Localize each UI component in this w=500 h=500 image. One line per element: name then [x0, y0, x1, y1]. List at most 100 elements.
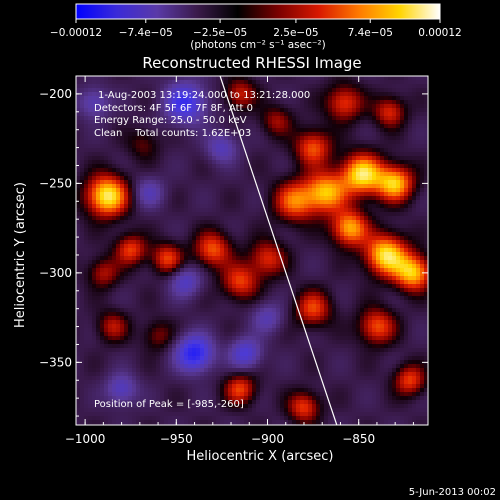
heatmap-cell-4320 — [108, 272, 112, 276]
heatmap-cell-558 — [196, 100, 200, 104]
heatmap-cell-223 — [264, 84, 268, 88]
heatmap-cell-2457 — [400, 184, 404, 188]
heatmap-cell-3504 — [364, 232, 368, 236]
heatmap-cell-90 — [84, 80, 88, 84]
heatmap-cell-2901 — [416, 204, 420, 208]
heatmap-cell-4496 — [108, 280, 112, 284]
heatmap-cell-3553 — [208, 236, 212, 240]
heatmap-cell-1891 — [248, 160, 252, 164]
heatmap-cell-1588 — [92, 148, 96, 152]
heatmap-cell-2731 — [88, 200, 92, 204]
heatmap-cell-2219 — [152, 176, 156, 180]
heatmap-cell-2129 — [144, 172, 148, 176]
heatmap-cell-2040 — [140, 168, 144, 172]
heatmap-cell-1816 — [300, 156, 304, 160]
heatmap-cell-4630 — [292, 284, 296, 288]
heatmap-cell-1152 — [108, 128, 112, 132]
heatmap-cell-2864 — [268, 204, 272, 208]
heatmap-cell-1828 — [348, 156, 352, 160]
heatmap-cell-3325 — [352, 224, 356, 228]
heatmap-cell-3176 — [108, 220, 112, 224]
heatmap-cell-3531 — [120, 236, 124, 240]
heatmap-cell-3220 — [284, 220, 288, 224]
heatmap-cell-862 — [356, 112, 360, 116]
heatmap-cell-1419 — [120, 140, 124, 144]
heatmap-cell-3383 — [232, 228, 236, 232]
heatmap-cell-1914 — [340, 160, 344, 164]
heatmap-cell-382 — [196, 92, 200, 96]
heatmap-cell-4608 — [204, 284, 208, 288]
heatmap-cell-2445 — [352, 184, 356, 188]
heatmap-cell-4722 — [308, 288, 312, 292]
heatmap-cell-721 — [144, 108, 148, 112]
heatmap-cell-3953 — [400, 252, 404, 256]
heatmap-cell-1176 — [204, 128, 208, 132]
heatmap-cell-1985 — [272, 164, 276, 168]
heatmap-cell-512 — [364, 96, 368, 100]
heatmap-cell-4662 — [420, 284, 424, 288]
heatmap-cell-3066 — [372, 212, 376, 216]
heatmap-cell-2710 — [356, 196, 360, 200]
heatmap-cell-661 — [256, 104, 260, 108]
heatmap-cell-4380 — [348, 272, 352, 276]
heatmap-cell-3976 — [140, 256, 144, 260]
heatmap-cell-1430 — [164, 140, 168, 144]
heatmap-cell-8 — [108, 76, 112, 80]
heatmap-cell-4246 — [164, 268, 168, 272]
heatmap-cell-1810 — [276, 156, 280, 160]
heatmap-cell-197 — [160, 84, 164, 88]
heatmap-cell-4085 — [224, 260, 228, 264]
heatmap-cell-2955 — [280, 208, 284, 212]
heatmap-cell-1926 — [388, 160, 392, 164]
heatmap-cell-2332 — [252, 180, 256, 184]
heatmap-cell-3874 — [84, 252, 88, 256]
heatmap-cell-3309 — [288, 224, 292, 228]
heatmap-cell-4649 — [368, 284, 372, 288]
heatmap-cell-1338 — [148, 136, 152, 140]
heatmap-cell-3923 — [280, 252, 284, 256]
heatmap-cell-264 — [76, 88, 80, 92]
heatmap-cell-3126 — [260, 216, 264, 220]
heatmap-cell-3650 — [244, 240, 248, 244]
heatmap-cell-3052 — [316, 212, 320, 216]
heatmap-cell-698 — [404, 104, 408, 108]
heatmap-cell-4536 — [268, 280, 272, 284]
heatmap-cell-2765 — [224, 200, 228, 204]
heatmap-cell-3760 — [332, 244, 336, 248]
heatmap-cell-805 — [128, 112, 132, 116]
heatmap-cell-2974 — [356, 208, 360, 212]
heatmap-cell-2611 — [312, 192, 316, 196]
heatmap-cell-2530 — [340, 188, 344, 192]
heatmap-cell-3959 — [424, 252, 428, 256]
heatmap-cell-3838 — [292, 248, 296, 252]
heatmap-cell-4429 — [192, 276, 196, 280]
heatmap-cell-1858 — [116, 160, 120, 164]
heatmap-cell-725 — [160, 108, 164, 112]
heatmap-cell-4070 — [164, 260, 168, 264]
heatmap-cell-4479 — [392, 276, 396, 280]
heatmap-cell-2755 — [184, 200, 188, 204]
heatmap-cell-890 — [116, 116, 120, 120]
heatmap-cell-3264 — [108, 224, 112, 228]
heatmap-cell-2852 — [220, 204, 224, 208]
heatmap-cell-4706 — [244, 288, 248, 292]
heatmap-cell-4613 — [224, 284, 228, 288]
heatmap-cell-1563 — [344, 144, 348, 148]
heatmap-cell-3581 — [320, 236, 324, 240]
heatmap-cell-2692 — [284, 196, 288, 200]
heatmap-cell-1495 — [424, 140, 428, 144]
heatmap-cell-2670 — [196, 196, 200, 200]
heatmap-cell-3000 — [108, 212, 112, 216]
heatmap-cell-3166 — [420, 216, 424, 220]
heatmap-cell-2519 — [296, 188, 300, 192]
heatmap-cell-1313 — [400, 132, 404, 136]
heatmap-cell-65 — [336, 76, 340, 80]
heatmap-cell-475 — [216, 96, 220, 100]
heatmap-cell-2062 — [228, 168, 232, 172]
heatmap-cell-986 — [148, 120, 152, 124]
heatmap-cell-3616 — [108, 240, 112, 244]
heatmap-cell-48 — [268, 76, 272, 80]
heatmap-cell-2477 — [128, 188, 132, 192]
heatmap-cell-1865 — [144, 160, 148, 164]
heatmap-cell-2263 — [328, 176, 332, 180]
